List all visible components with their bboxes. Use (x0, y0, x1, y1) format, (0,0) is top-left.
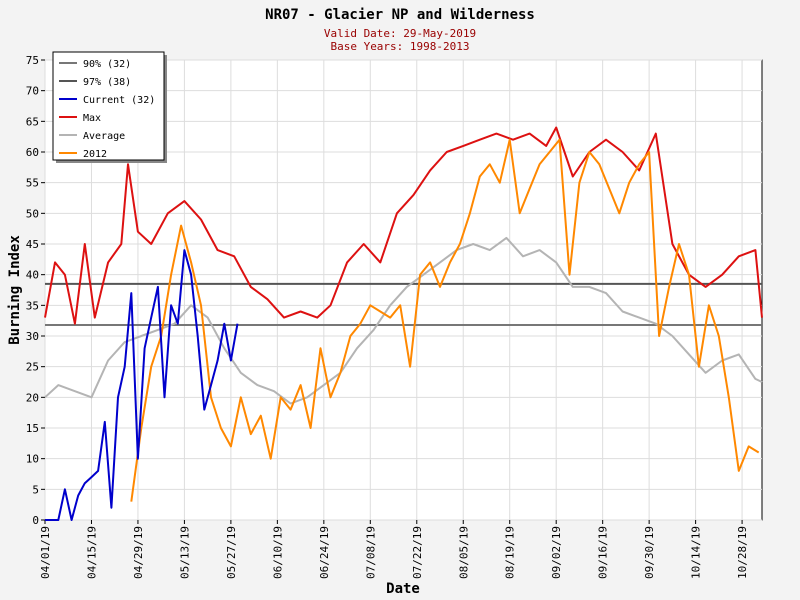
series-line-max (44, 126, 763, 325)
y-tick-label: 40 (26, 269, 39, 282)
y-axis-ticks: 0 5 10 15 20 25 30 35 40 45 50 55 60 65 70 75 (26, 54, 45, 527)
legend: 90% (32) 97% (38) Current (32) Max Average 20… (52, 51, 167, 163)
chart-subtitle-base-years: Base Years: 1998-2013 (330, 40, 469, 53)
series-line-current-32 (45, 249, 239, 521)
x-tick-label: 09/30/19 (643, 526, 656, 579)
y-tick-label: 15 (26, 422, 39, 435)
chart-subtitle-valid-date: Valid Date: 29-May-2019 (324, 27, 476, 40)
x-axis-label: Date (386, 581, 420, 597)
x-tick-label: 08/05/19 (457, 526, 470, 579)
y-tick-label: 35 (26, 299, 39, 312)
y-tick-label: 25 (26, 361, 39, 374)
y-tick-label: 30 (26, 330, 39, 343)
y-tick-label: 55 (26, 177, 39, 190)
x-tick-label: 10/28/19 (736, 526, 749, 579)
series-lines (44, 126, 763, 521)
legend-label: Max (83, 113, 101, 124)
x-tick-label: 06/24/19 (318, 526, 331, 579)
x-tick-label: 09/16/19 (597, 526, 610, 579)
chart-title: NR07 - Glacier NP and Wilderness (265, 7, 535, 23)
legend-label: 2012 (83, 149, 107, 160)
y-axis-label: Burning Index (7, 235, 23, 345)
x-tick-label: 04/29/19 (132, 526, 145, 579)
series-line-2012 (130, 138, 760, 502)
x-tick-label: 06/10/19 (271, 526, 284, 579)
x-tick-label: 04/01/19 (39, 526, 52, 579)
y-tick-label: 75 (26, 54, 39, 67)
x-tick-label: 09/02/19 (550, 526, 563, 579)
y-tick-label: 65 (26, 115, 39, 128)
legend-box (52, 51, 165, 161)
y-tick-label: 70 (26, 85, 39, 98)
x-tick-label: 07/22/19 (411, 526, 424, 579)
y-tick-label: 50 (26, 207, 39, 220)
y-tick-label: 5 (32, 483, 39, 496)
y-tick-label: 0 (32, 514, 39, 527)
legend-label: Average (83, 131, 125, 142)
legend-label: 97% (38) (83, 77, 131, 88)
y-tick-label: 45 (26, 238, 39, 251)
x-tick-label: 04/15/19 (85, 526, 98, 579)
x-tick-label: 05/13/19 (178, 526, 191, 579)
x-axis-ticks: 04/01/19 04/15/19 04/29/19 05/13/19 05/27/19… (39, 520, 749, 579)
legend-label: 90% (32) (83, 59, 131, 70)
x-tick-label: 05/27/19 (225, 526, 238, 579)
legend-label: Current (32) (83, 95, 155, 106)
x-tick-label: 07/08/19 (364, 526, 377, 579)
x-tick-label: 08/19/19 (504, 526, 517, 579)
y-tick-label: 10 (26, 453, 39, 466)
x-tick-label: 10/14/19 (690, 526, 703, 579)
y-tick-label: 20 (26, 391, 39, 404)
y-tick-label: 60 (26, 146, 39, 159)
